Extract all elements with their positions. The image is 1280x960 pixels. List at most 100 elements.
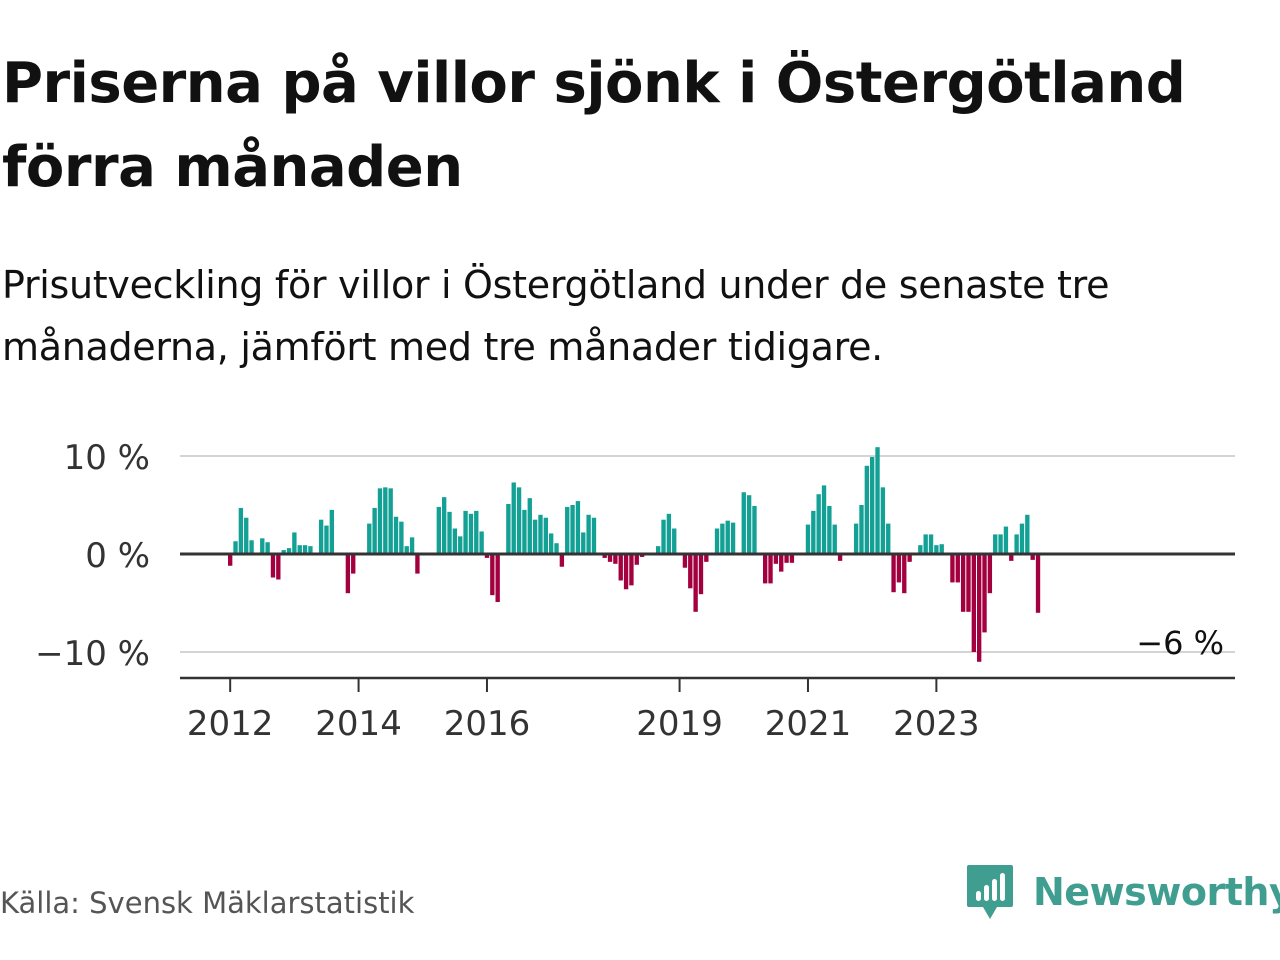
bar [383, 487, 388, 554]
bar [377, 488, 383, 554]
bar [720, 523, 725, 554]
bar [827, 505, 832, 554]
bar [495, 554, 500, 603]
bar [468, 513, 474, 554]
bar [661, 519, 666, 554]
bar [714, 528, 720, 554]
bar [923, 534, 928, 554]
bar [238, 507, 244, 554]
bar [458, 536, 463, 554]
x-tick-label: 2021 [765, 704, 852, 744]
bar [698, 554, 704, 595]
bar [725, 520, 730, 554]
bar [934, 545, 939, 554]
bar [484, 554, 490, 558]
bar [249, 540, 254, 554]
bar [682, 554, 688, 568]
bar [859, 505, 864, 554]
bar [292, 532, 297, 554]
bar [987, 554, 993, 594]
bar [623, 554, 629, 590]
bar [666, 513, 672, 554]
bar [880, 487, 886, 554]
bar [490, 554, 495, 596]
bar [821, 485, 827, 554]
newsworthy-logo[interactable]: Newsworthy [965, 862, 1280, 922]
bar [875, 447, 880, 554]
bar [966, 554, 971, 612]
bar [351, 554, 356, 574]
axes [180, 552, 1235, 692]
bar [960, 554, 966, 612]
bar [746, 495, 752, 554]
bar [779, 554, 784, 572]
bar [329, 509, 334, 554]
y-tick-label: −10 % [35, 634, 150, 674]
bar [318, 519, 324, 554]
bar [618, 554, 623, 581]
bar [1009, 554, 1014, 561]
bar [591, 517, 597, 554]
bar [789, 554, 795, 563]
bar [388, 488, 393, 554]
bar [1035, 554, 1041, 613]
chart-subtitle: Prisutveckling för villor i Östergötland… [2, 263, 1110, 369]
bar [345, 554, 351, 594]
bar [302, 545, 308, 554]
bar [1025, 514, 1030, 554]
bar [853, 523, 859, 554]
bar [372, 507, 377, 554]
bar [549, 533, 554, 554]
bar [452, 528, 458, 554]
bar [409, 537, 415, 554]
bar [581, 532, 586, 554]
bar [693, 554, 698, 612]
bar [704, 554, 709, 562]
bar [918, 545, 923, 554]
bar [805, 524, 811, 554]
brand-name: Newsworthy [1033, 870, 1280, 914]
tick-labels: 10 % 0 % −10 % 2012 2014 2016 2019 2021 2023 −6 % [35, 438, 1224, 744]
bar [522, 509, 527, 554]
bar [286, 548, 292, 554]
chart-title: Priserna på villor sjönk i Östergötland … [2, 51, 1186, 200]
bar [447, 511, 452, 554]
bar [773, 554, 779, 564]
bar [1014, 534, 1019, 554]
bar [324, 525, 329, 554]
last-value-annotation: −6 % [1136, 624, 1224, 662]
bar [575, 501, 581, 554]
bar [982, 554, 987, 633]
bar [672, 528, 677, 554]
bar [730, 522, 736, 554]
bar [559, 554, 565, 567]
bar [816, 494, 821, 554]
bar [436, 506, 441, 554]
x-tick-label: 2023 [893, 704, 980, 744]
bar [741, 492, 746, 554]
bar [811, 510, 816, 554]
bar [832, 524, 837, 554]
bar [752, 505, 757, 554]
bar [977, 554, 982, 662]
bar [602, 554, 607, 558]
bar [233, 541, 238, 554]
bar [538, 514, 543, 554]
bar [570, 505, 575, 554]
bar [1003, 526, 1009, 554]
bar [463, 510, 468, 554]
bar [516, 487, 522, 554]
bar [607, 554, 613, 562]
bar [511, 482, 516, 554]
bar [586, 514, 591, 554]
bar [270, 554, 276, 578]
bar [955, 554, 960, 583]
bar [928, 534, 934, 554]
bar [554, 543, 559, 554]
gridlines [180, 455, 1235, 653]
bar [891, 554, 896, 593]
y-tick-label: 10 % [64, 438, 150, 478]
bar [613, 554, 618, 564]
bar [399, 521, 404, 554]
x-tick-label: 2016 [444, 704, 531, 744]
